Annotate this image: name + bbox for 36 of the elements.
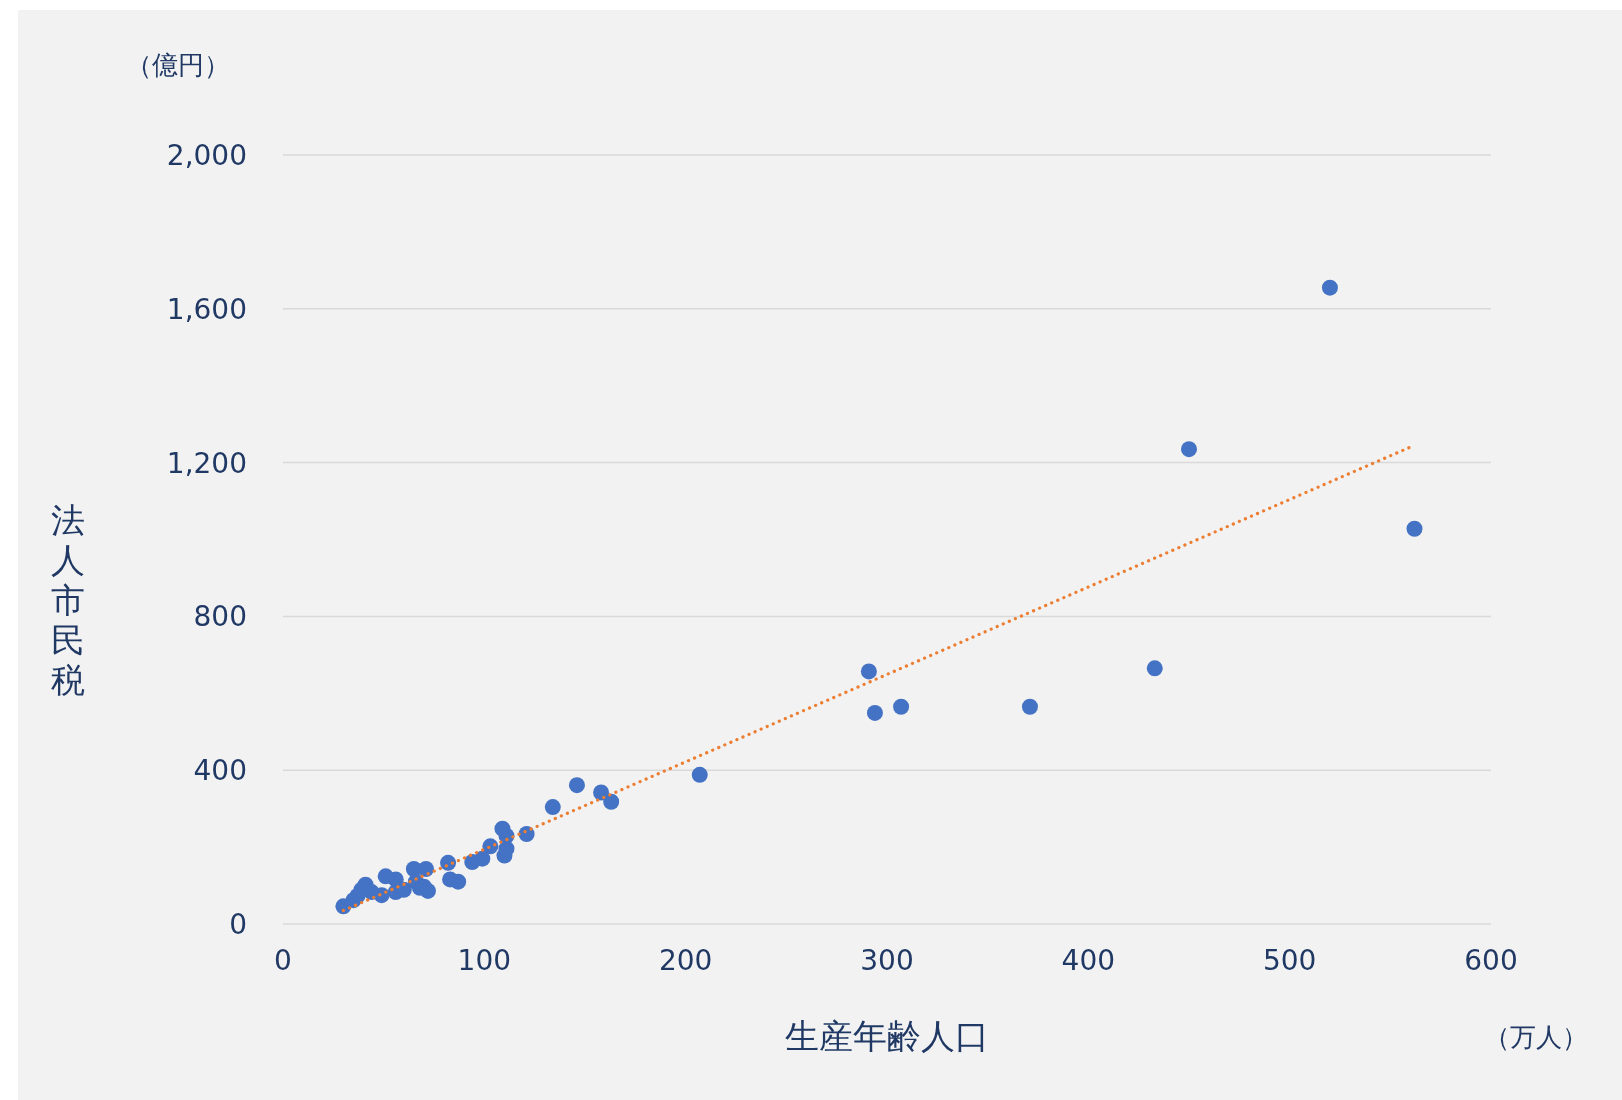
- x-tick-label: 0: [274, 944, 292, 977]
- x-axis-title: 生産年齢人口: [785, 1016, 989, 1056]
- point: [1321, 279, 1338, 296]
- point: [363, 884, 380, 901]
- y-tick-label: 0: [229, 908, 247, 941]
- point: [568, 777, 585, 794]
- point: [691, 766, 708, 783]
- point: [603, 793, 620, 810]
- point: [1146, 660, 1163, 677]
- y-tick-label: 800: [193, 600, 247, 634]
- x-tick-label: 200: [658, 944, 713, 977]
- point: [464, 854, 481, 871]
- point: [893, 698, 910, 715]
- text: （億円）: [126, 50, 230, 80]
- point: [866, 704, 883, 721]
- y-tick-label: 2,000: [166, 139, 247, 172]
- point: [1181, 441, 1197, 458]
- point: [440, 854, 457, 871]
- point: [1021, 698, 1038, 715]
- point: [405, 861, 422, 878]
- x-tick-label: 600: [1464, 944, 1518, 977]
- point: [498, 827, 515, 844]
- x-tick-label: 100: [457, 944, 512, 977]
- point: [860, 663, 877, 680]
- text: （万人）: [1484, 1022, 1588, 1052]
- point: [377, 868, 394, 885]
- y-tick-label: 1,200: [166, 446, 247, 480]
- point: [1406, 520, 1423, 537]
- x-tick-label: 300: [860, 944, 914, 977]
- point: [593, 784, 610, 801]
- y-axis-title: 法人市民税: [51, 499, 85, 700]
- point: [544, 799, 561, 816]
- x-tick-label: 400: [1061, 944, 1116, 977]
- y-tick-label: 400: [193, 754, 247, 788]
- y-tick-label: 1,600: [166, 292, 247, 326]
- x-tick-label: 500: [1262, 944, 1317, 977]
